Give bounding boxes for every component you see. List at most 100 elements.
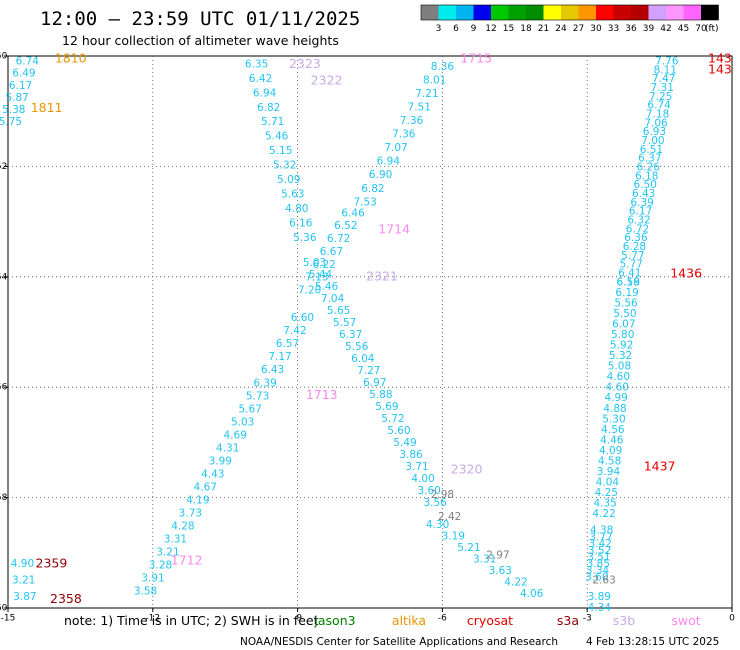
wave-height-value: 5.60 [387, 425, 410, 437]
wave-height-value: 4.90 [11, 558, 34, 570]
wave-height-value: 4.43 [201, 468, 224, 480]
colorbar-swatch [456, 5, 474, 20]
wave-height-value: 4.58 [598, 455, 621, 467]
wave-height-value: 6.43 [632, 188, 655, 200]
wave-height-value: 6.37 [339, 329, 362, 341]
wave-height-value: 6.97 [363, 377, 386, 389]
wave-height-value: 3.56 [423, 497, 447, 509]
colorbar-label: 36 [625, 24, 637, 34]
wave-height-value: 5.63 [281, 189, 304, 201]
wave-height-value: 8.36 [431, 61, 455, 73]
wave-height-value: 5.67 [238, 403, 261, 415]
wave-height-value: 4.28 [171, 520, 194, 532]
wave-height-value: 6.50 [634, 179, 657, 191]
y-tick-label: -54 [0, 272, 8, 282]
wave-height-value: 7.36 [392, 129, 416, 141]
wave-height-value: 5.15 [269, 145, 292, 157]
wave-height-value: 4.09 [599, 445, 622, 457]
wave-height-value: 4.25 [595, 487, 618, 499]
wave-height-value: 3.99 [209, 455, 232, 467]
satellite-name: swot [671, 613, 700, 628]
wave-height-value: 8.11 [654, 64, 677, 76]
wave-height-value: 3.28 [149, 559, 172, 571]
wave-height-value: 4.38 [590, 525, 613, 537]
wave-height-value: 6.19 [615, 287, 638, 299]
pass-number-label: 2321 [366, 268, 398, 283]
colorbar-swatch [561, 5, 579, 20]
wave-height-value: 5.69 [375, 401, 398, 413]
wave-height-value: 3.34 [586, 565, 610, 577]
y-tick-label: -58 [0, 493, 8, 503]
wave-height-value: 6.72 [327, 233, 350, 245]
wave-height-value: 6.04 [351, 353, 375, 365]
wave-height-value: 5.73 [246, 390, 269, 402]
wave-height-value: 2.98 [431, 489, 454, 501]
pass-number-label: 1714 [378, 221, 410, 236]
wave-height-value: 5.46 [265, 131, 289, 143]
wave-height-value: 4.56 [601, 424, 625, 436]
wave-height-value: 5.08 [608, 361, 631, 373]
wave-height-value: 3.77 [589, 531, 612, 543]
wave-height-value: 5.44 [309, 269, 333, 281]
wave-height-value: 7.47 [652, 73, 675, 85]
y-tick-label: -56 [0, 383, 8, 393]
wave-height-value: 5.57 [333, 317, 356, 329]
wave-height-value: 5.21 [457, 542, 480, 554]
wave-height-value: 3.51 [587, 552, 610, 564]
wave-height-value: 6.74 [16, 56, 40, 68]
wave-height-value: 6.82 [361, 183, 384, 195]
note-text: note: 1) Time is in UTC; 2) SWH is in fe… [64, 613, 319, 628]
wave-height-value: 6.28 [623, 241, 646, 253]
wave-height-value: 5.32 [609, 350, 632, 362]
wave-height-value: 3.52 [588, 545, 611, 557]
grid-lines [8, 56, 732, 608]
x-tick-label: -3 [583, 614, 592, 624]
wave-height-value: 7.04 [321, 293, 345, 305]
colorbar-swatch [473, 5, 491, 20]
wave-height-value: 4.30 [426, 519, 449, 531]
y-tick-label: -52 [0, 162, 7, 172]
note-line: note: 1) Time is in UTC; 2) SWH is in fe… [64, 613, 701, 628]
wave-height-value: 5.46 [315, 281, 339, 293]
wave-height-value: 7.42 [283, 325, 306, 337]
colorbar-label: 18 [520, 24, 532, 34]
wave-height-value: 3.19 [442, 531, 465, 543]
wave-height-value: 5.38 [2, 104, 25, 116]
colorbar-swatch [666, 5, 684, 20]
wave-height-value: 4.60 [606, 382, 629, 394]
colorbar-label: 45 [678, 24, 689, 34]
wave-height-value: 7.25 [649, 91, 672, 103]
footer-timestamp: 4 Feb 13:28:15 UTC 2025 [586, 636, 719, 648]
wave-height-value: 4.69 [224, 429, 247, 441]
pass-number-label: 2323 [289, 56, 321, 71]
wave-height-value: 5.49 [393, 437, 416, 449]
colorbar-swatch [491, 5, 509, 20]
wave-height-value: 7.06 [644, 117, 668, 129]
wave-height-value: 3.60 [585, 572, 608, 584]
colorbar-swatch [543, 5, 561, 20]
colorbar-frame [420, 4, 719, 21]
wave-height-value: 6.72 [626, 223, 649, 235]
pass-number-label: 143 [708, 61, 732, 76]
wave-height-value: 4.22 [592, 508, 615, 520]
pass-number-label: 1713 [306, 387, 338, 402]
colorbar-label: 12 [485, 24, 496, 34]
wave-height-value: 4.31 [216, 442, 239, 454]
wave-height-value: 5.65 [327, 305, 350, 317]
wave-height-value: 5.87 [5, 92, 28, 104]
wave-height-value: 6.39 [253, 377, 276, 389]
wave-height-value: 3.60 [417, 485, 440, 497]
wave-height-value: 3.31 [164, 533, 187, 545]
wave-height-value: 7.51 [408, 102, 431, 114]
wave-height-value: 6.51 [640, 144, 663, 156]
wave-height-value: 6.94 [253, 87, 277, 99]
wave-height-value: 6.07 [612, 318, 635, 330]
colorbar-swatch [701, 5, 719, 20]
pass-number-label: 2358 [50, 591, 82, 606]
colorbar-label: 21 [538, 24, 549, 34]
wave-height-value: 3.89 [588, 591, 611, 603]
wave-height-value: 6.37 [638, 153, 661, 165]
wave-height-value: 6.26 [637, 162, 661, 174]
chart-title: 12:00 — 23:59 UTC 01/11/2025 [40, 8, 360, 30]
